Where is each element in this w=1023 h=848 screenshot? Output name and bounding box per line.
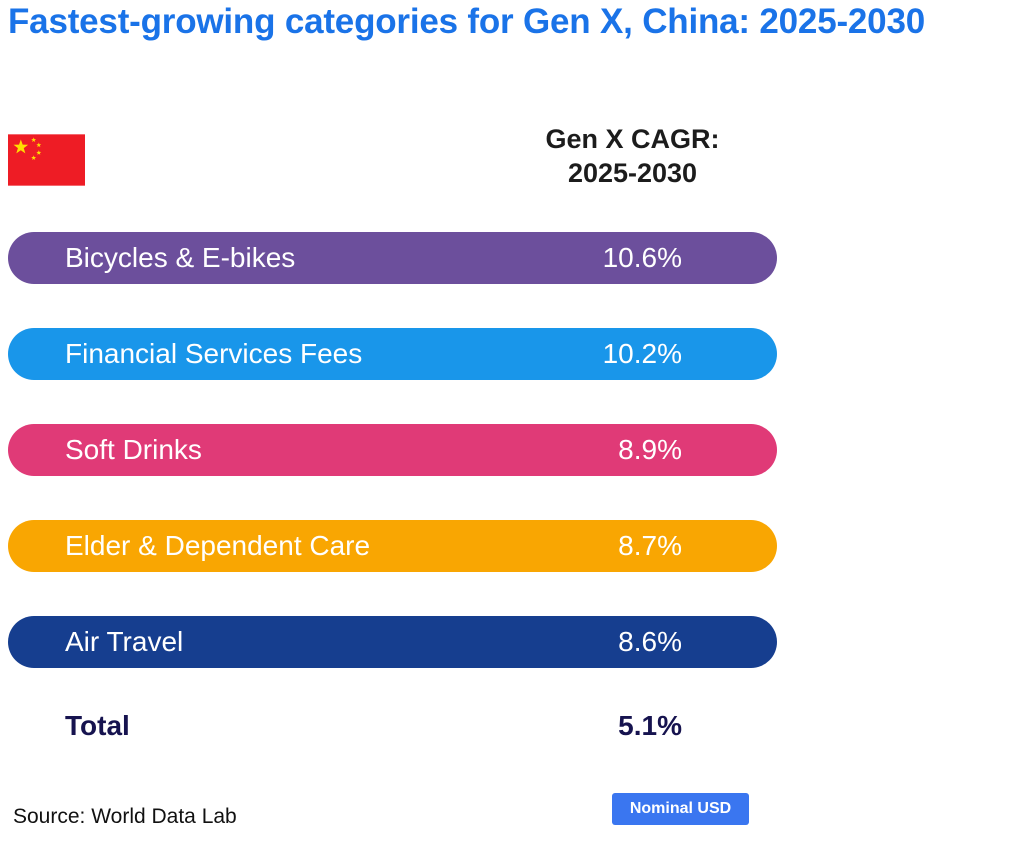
category-label: Bicycles & E-bikes: [65, 242, 296, 273]
category-label: Elder & Dependent Care: [65, 530, 371, 561]
flag-small-star: [36, 150, 42, 155]
category-value: 10.6%: [602, 242, 682, 273]
column-header-line1: Gen X CAGR:: [545, 124, 720, 154]
flag-field: [8, 134, 85, 186]
total-value: 5.1%: [618, 710, 682, 741]
category-value: 8.9%: [618, 434, 682, 465]
flag-small-star: [31, 155, 37, 160]
category-row: Soft Drinks 8.9%: [8, 424, 777, 476]
total-row: Total 5.1%: [8, 703, 777, 749]
category-label: Financial Services Fees: [65, 338, 363, 369]
category-row: Air Travel 8.6%: [8, 616, 777, 668]
source-note: Source: World Data Lab: [13, 805, 237, 828]
category-label: Air Travel: [65, 626, 184, 657]
category-label: Soft Drinks: [65, 434, 202, 465]
category-row: Financial Services Fees 10.2%: [8, 328, 777, 380]
column-header-line2: 2025-2030: [567, 158, 698, 188]
china-flag-icon: [8, 134, 85, 186]
currency-badge: Nominal USD: [612, 793, 749, 825]
category-row: Elder & Dependent Care 8.7%: [8, 520, 777, 572]
category-value: 8.6%: [618, 626, 682, 657]
category-value: 8.7%: [618, 530, 682, 561]
page-title: Fastest-growing categories for Gen X, Ch…: [8, 2, 925, 41]
category-row: Bicycles & E-bikes 10.6%: [8, 232, 777, 284]
column-header: Gen X CAGR: 2025-2030: [520, 122, 745, 190]
flag-small-star: [31, 137, 37, 142]
category-value: 10.2%: [602, 338, 682, 369]
flag-big-star: [13, 139, 29, 154]
total-label: Total: [65, 710, 130, 741]
flag-small-star: [36, 142, 42, 148]
